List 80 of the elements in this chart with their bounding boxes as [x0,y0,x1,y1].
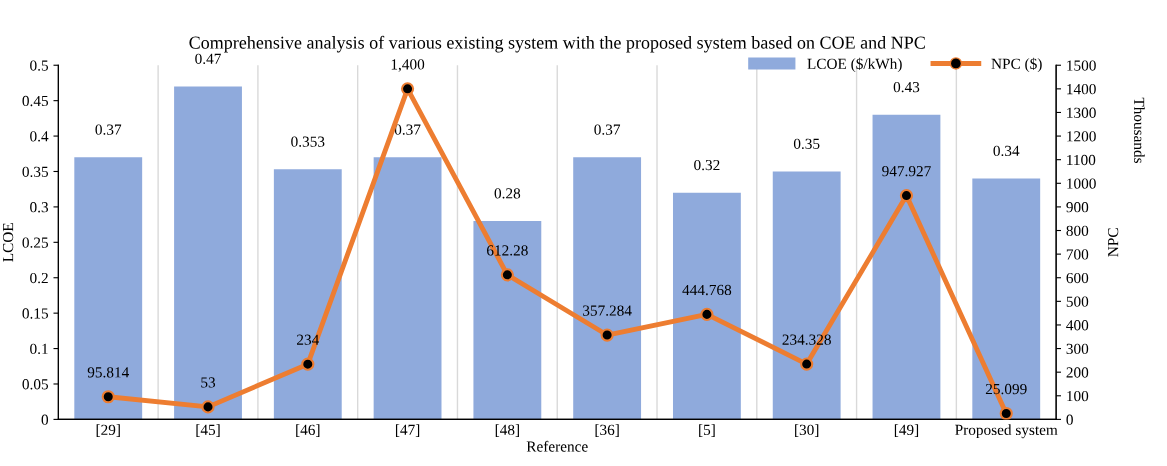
x-tick-label: [47] [395,424,420,437]
y2-tick-label: 1000 [1067,178,1096,189]
data-label: 444.768 [682,284,732,296]
y2-tick-label: 600 [1066,272,1089,284]
data-label: 0.43 [893,81,920,93]
y-tick-label: 0.15 [22,308,49,319]
point [600,328,614,342]
y2-tick-label: 100 [1067,390,1089,402]
y-tick-label: 0 [41,414,49,425]
point [999,406,1013,420]
bar [772,171,841,420]
bar [573,157,642,420]
y2-tick-label: 500 [1066,296,1089,307]
bar [273,169,342,420]
y-tick-label: 0.25 [22,237,49,248]
y2-tick-label: 0 [1066,414,1073,425]
text: Thousands [1134,97,1145,164]
x-tick-label: [30] [795,424,819,437]
y2-tick-label: 200 [1066,367,1089,378]
bar [972,178,1041,420]
legend-label: LCOE ($/kWh) [807,57,902,73]
data-label: 0.34 [993,145,1020,157]
x-tick-label: [29] [96,424,120,437]
y-tick-label: 0.5 [30,60,49,71]
x-tick-label: [5] [699,424,715,437]
x-tick-label: [48] [495,424,519,437]
y-tick-label: 0.35 [22,166,49,178]
data-label: 0.37 [394,124,421,135]
data-label: 0.353 [291,136,325,147]
y-tick-label: 0.45 [22,95,49,107]
y2-tick-label: 1400 [1067,83,1096,95]
y-axis-title: LCOE [2,223,14,262]
x-tick-label: [36] [595,424,619,437]
point [899,188,914,203]
point [301,357,315,371]
data-label: 0.28 [494,188,521,199]
point [800,357,814,371]
data-label: 0.47 [195,53,221,65]
data-label: 0.35 [793,138,820,150]
data-label: 357.284 [583,305,632,316]
y-tick-label: 0.1 [30,343,48,355]
y2-tick-label: 300 [1066,343,1089,355]
x-tick-label: Proposed system [955,424,1058,439]
data-label: 0.32 [694,159,720,171]
y2-tick-label: 400 [1066,320,1089,331]
point [101,390,115,404]
point [201,400,215,414]
y2-tick-label: 900 [1066,202,1089,213]
data-label: 95.814 [87,367,130,378]
y2-tick-label: 1500 [1067,60,1096,71]
y2-tick-label: 1200 [1067,131,1096,142]
y2-tick-label: 700 [1066,249,1089,260]
bar [174,86,242,420]
x-tick-label: [45] [196,424,220,437]
data-label: 1,400 [391,59,425,72]
y-tick-label: 0.4 [30,131,49,142]
bar [74,157,143,420]
point [500,268,514,282]
chart-title: Comprehensive analysis of various existing system with the proposed system based on COE and NPC [189,35,925,53]
y-tick-label: 0.05 [22,379,49,390]
bar [672,192,741,420]
y-tick-label: 0.2 [30,272,48,284]
point [700,307,714,321]
x-axis-title: Reference [526,440,588,452]
data-label: 947.927 [882,166,931,177]
y-tick-label: 0.3 [30,202,49,213]
data-label: 0.37 [95,124,122,135]
y2-tick-label: 800 [1066,225,1089,236]
bar [373,157,442,420]
bar [473,221,542,420]
y2-axis-title: NPC [1108,228,1119,257]
y2-tick-label: 1100 [1067,154,1096,166]
point [400,82,415,96]
data-label: 53 [201,377,216,388]
bar [872,114,941,420]
legend-label: NPC ($) [991,57,1042,73]
x-tick-label: [46] [296,424,320,437]
y2-tick-label: 1300 [1067,107,1096,118]
data-label: 0.37 [594,124,621,135]
x-tick-label: [49] [894,424,919,437]
